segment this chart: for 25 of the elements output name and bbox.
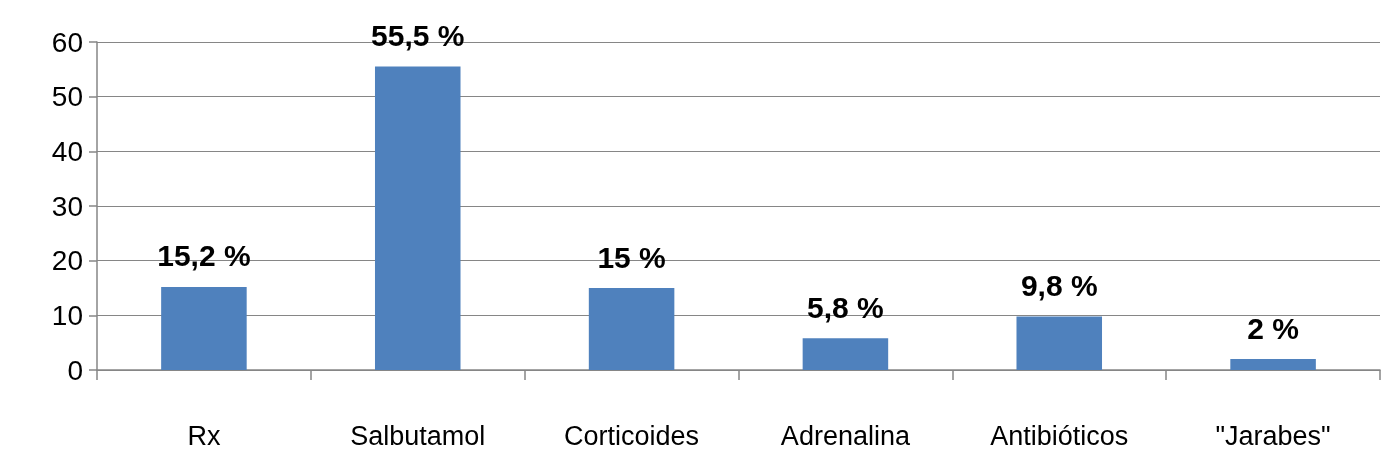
x-tick-label: Corticoides <box>564 420 700 451</box>
bar <box>1230 359 1316 370</box>
bar <box>161 286 247 370</box>
x-tick-label: Antibióticos <box>990 420 1129 451</box>
data-label: 15,2 % <box>157 239 251 273</box>
bar <box>1016 316 1103 370</box>
x-tick-label: Salbutamol <box>350 420 486 451</box>
y-tick-label: 10 <box>51 299 83 331</box>
data-label: 55,5 % <box>371 19 465 53</box>
x-tick-label: Adrenalina <box>780 420 911 451</box>
data-label: 9,8 % <box>1020 268 1098 302</box>
y-tick-label: 0 <box>67 354 83 386</box>
data-label: 2 % <box>1247 311 1299 345</box>
x-tick-label: Rx <box>187 420 221 451</box>
bar <box>802 338 889 370</box>
y-tick-label: 60 <box>51 26 83 58</box>
data-label: 15 % <box>597 240 666 274</box>
y-tick-label: 50 <box>51 81 83 113</box>
y-tick-label: 20 <box>51 245 83 277</box>
x-tick-label: "Jarabes" <box>1215 420 1331 451</box>
bar <box>588 288 675 370</box>
bar <box>374 66 461 370</box>
y-tick-label: 30 <box>51 190 83 222</box>
data-label: 5,8 % <box>807 290 884 324</box>
y-tick-label: 40 <box>51 135 83 167</box>
